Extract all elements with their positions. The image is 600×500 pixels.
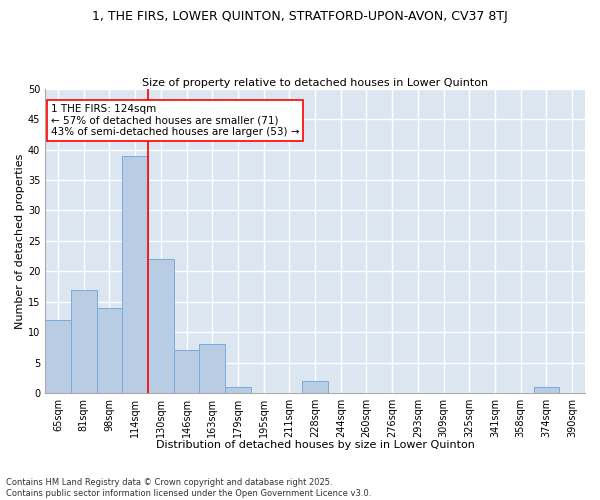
Bar bbox=[173, 350, 199, 393]
Bar bbox=[199, 344, 225, 393]
Text: 1 THE FIRS: 124sqm
← 57% of detached houses are smaller (71)
43% of semi-detache: 1 THE FIRS: 124sqm ← 57% of detached hou… bbox=[50, 104, 299, 137]
Y-axis label: Number of detached properties: Number of detached properties bbox=[15, 153, 25, 328]
Text: 1, THE FIRS, LOWER QUINTON, STRATFORD-UPON-AVON, CV37 8TJ: 1, THE FIRS, LOWER QUINTON, STRATFORD-UP… bbox=[92, 10, 508, 23]
Text: Contains HM Land Registry data © Crown copyright and database right 2025.
Contai: Contains HM Land Registry data © Crown c… bbox=[6, 478, 371, 498]
Bar bbox=[225, 387, 251, 393]
Bar bbox=[97, 308, 122, 393]
Bar bbox=[71, 290, 97, 393]
X-axis label: Distribution of detached houses by size in Lower Quinton: Distribution of detached houses by size … bbox=[155, 440, 475, 450]
Bar bbox=[45, 320, 71, 393]
Bar bbox=[302, 381, 328, 393]
Bar bbox=[122, 156, 148, 393]
Bar bbox=[533, 387, 559, 393]
Bar bbox=[148, 259, 173, 393]
Title: Size of property relative to detached houses in Lower Quinton: Size of property relative to detached ho… bbox=[142, 78, 488, 88]
